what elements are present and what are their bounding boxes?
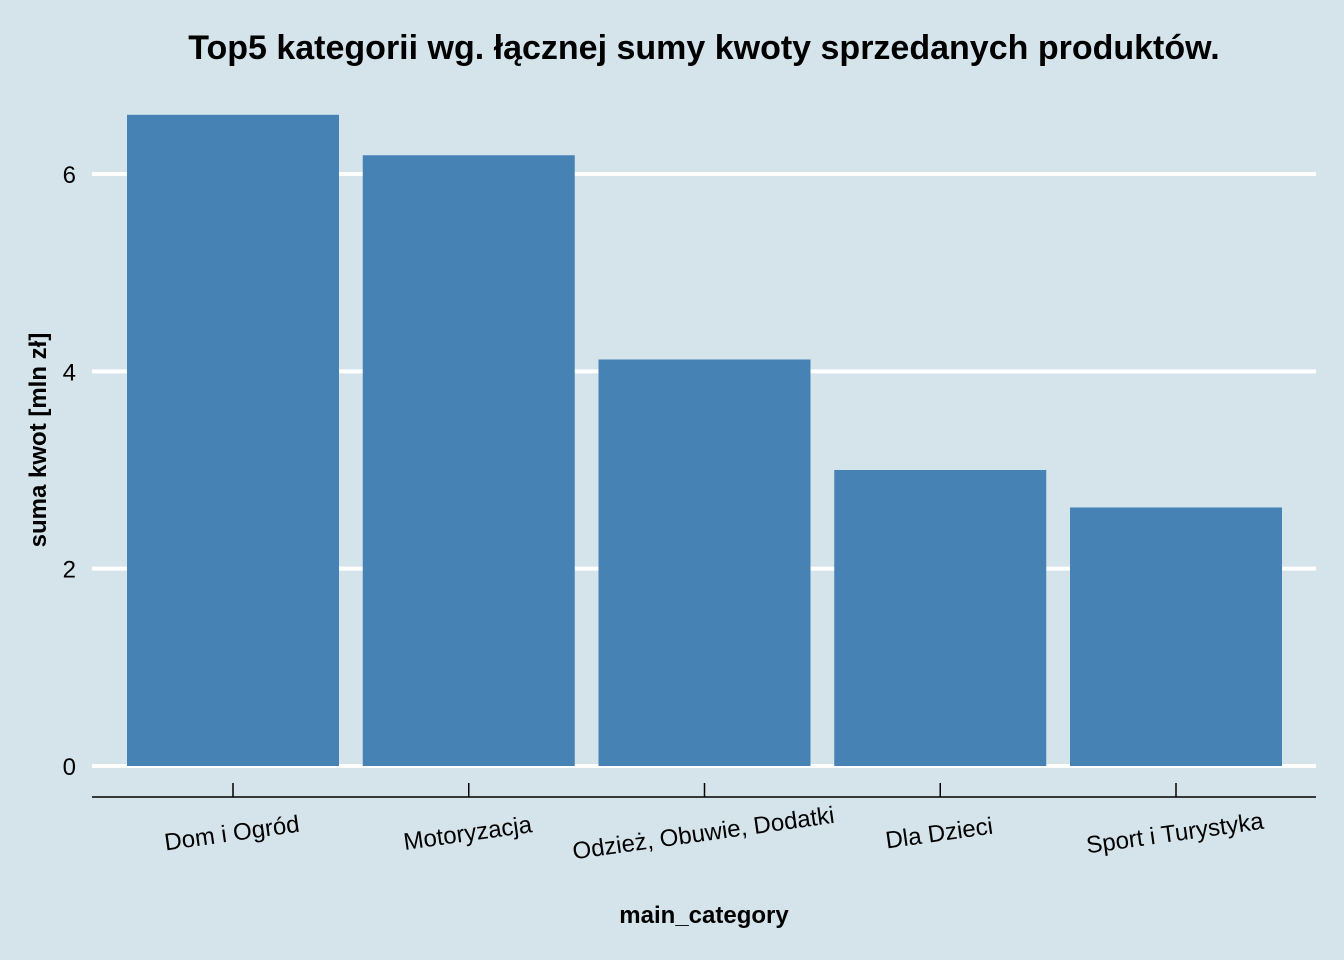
- y-tick-label: 0: [63, 754, 76, 781]
- bar-0: [127, 114, 339, 767]
- bar-4: [1070, 507, 1282, 766]
- bar-3: [834, 470, 1047, 766]
- y-tick-labels: 0 2 4 6: [63, 162, 76, 781]
- x-tick-label: Dom i Ogród: [163, 811, 301, 857]
- y-axis-title: suma kwot [mln zł]: [25, 333, 52, 548]
- y-tick-label: 4: [63, 359, 76, 386]
- x-tick-labels: Dom i Ogród Motoryzacja Odzież, Obuwie, Do…: [163, 783, 1266, 865]
- y-tick-label: 6: [63, 162, 76, 189]
- x-axis-title: main_category: [619, 902, 789, 929]
- x-tick-label: Motoryzacja: [402, 811, 535, 856]
- x-tick-label: Dla Dzieci: [884, 813, 995, 855]
- chart-title: Top5 kategorii wg. łącznej sumy kwoty sp…: [188, 29, 1220, 67]
- bar-1: [362, 155, 575, 767]
- bars: [127, 114, 1282, 767]
- y-tick-label: 2: [63, 557, 76, 584]
- x-tick-label: Sport i Turystyka: [1085, 808, 1266, 860]
- bar-2: [598, 359, 811, 766]
- x-tick-label: Odzież, Obuwie, Dodatki: [571, 802, 836, 865]
